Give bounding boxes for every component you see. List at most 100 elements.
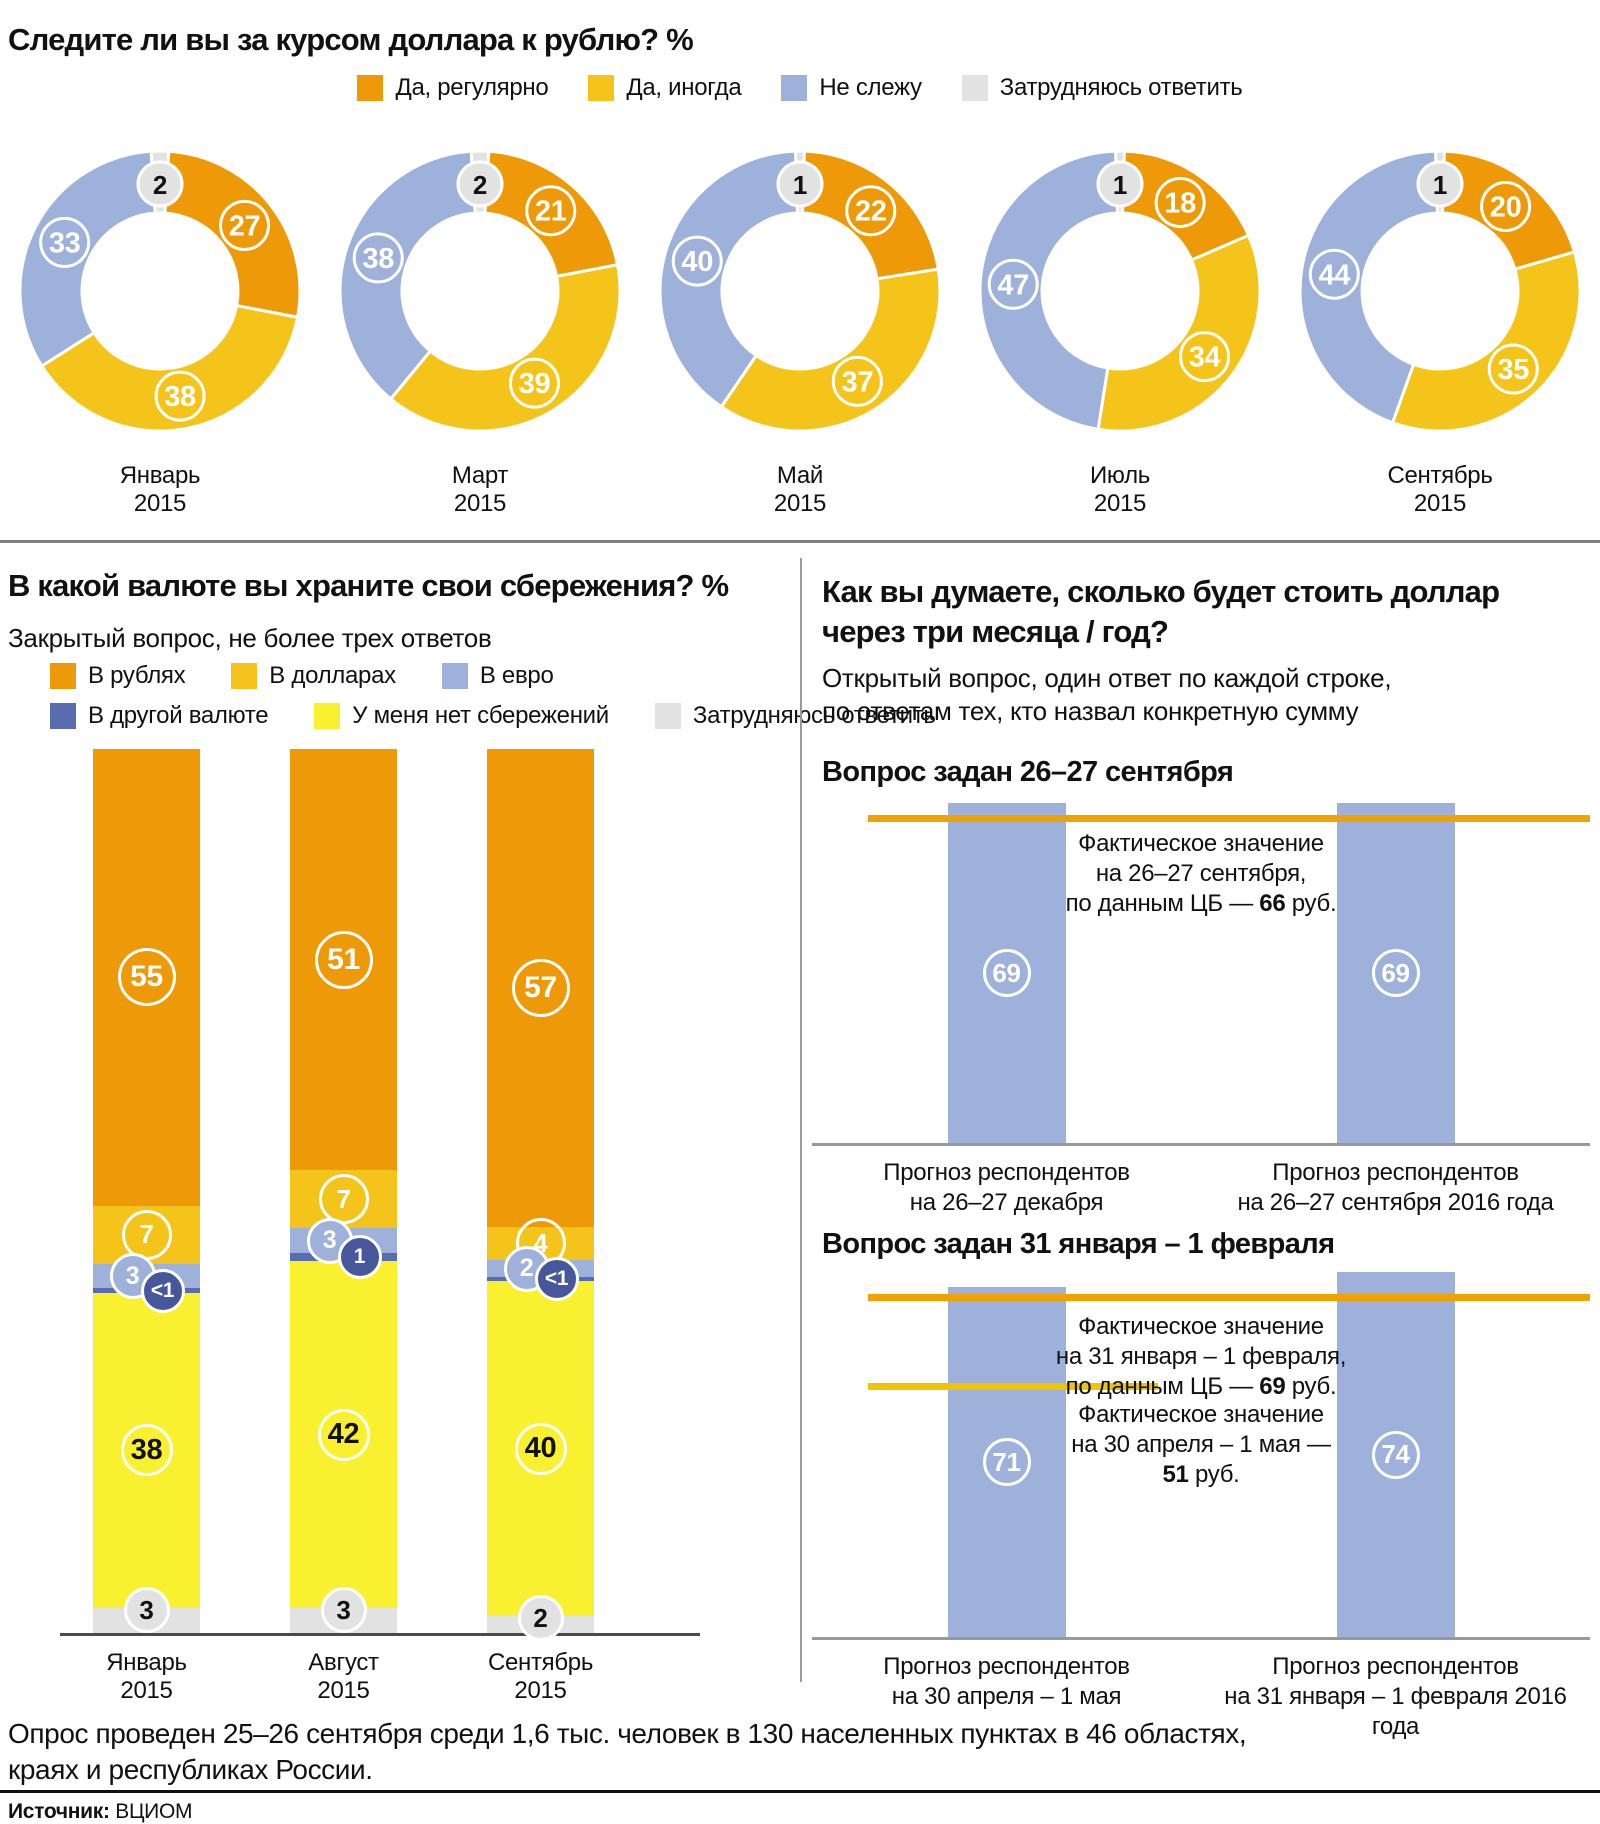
forecast-bar-label: Прогноз респондентов на 31 января – 1 фев… (1201, 1652, 1590, 1742)
annotation-line: на 30 апреля – 1 мая — (1071, 1431, 1331, 1458)
value-circle-icon (154, 370, 206, 422)
donut-slice (483, 149, 620, 278)
month-year: 2015 (453, 490, 507, 517)
savings-legend: В рублях В долларах В евро В другой валюте У… (50, 662, 936, 730)
savings-legend-row: В рублях В долларах В евро (50, 662, 936, 690)
donut-chart: 20 35 44 1 Сентябрь 2015 (1280, 146, 1600, 518)
legend-label: В рублях (88, 662, 186, 689)
annotation-text: по данным ЦБ — (1065, 890, 1260, 917)
reference-line (868, 1383, 1158, 1390)
donut-slice (163, 149, 302, 319)
forecast-bar: 71 (947, 1287, 1066, 1637)
donut-slice (658, 149, 800, 409)
reference-line (868, 815, 1590, 822)
value-circle-icon (1480, 180, 1532, 232)
source: Источник: ВЦИОМ (8, 1800, 193, 1824)
source-label: Источник: (8, 1800, 110, 1823)
forecast-bar: 69 (1336, 803, 1455, 1143)
donut-slice (1298, 149, 1440, 425)
bar-value-label: 69 (1371, 949, 1420, 997)
annotation-line: Фактическое значение (1078, 1401, 1324, 1428)
value-circle-icon (1096, 160, 1144, 208)
slice-value-label: 2 (473, 170, 487, 200)
reference-line (868, 1294, 1590, 1301)
label-line: на 26–27 сентября 2016 года (1237, 1189, 1554, 1216)
label-line: на 31 января – 1 февраля 2016 года (1224, 1683, 1567, 1740)
category-label: Январь 2015 (93, 1649, 200, 1705)
legend-item: Затрудняюсь ответить (654, 702, 936, 730)
legend-item: В другой валюте (50, 702, 269, 730)
forecast-q1-heading: Вопрос задан 26–27 сентября (822, 756, 1234, 788)
slice-value-label: 22 (855, 196, 887, 228)
value-circle-icon (776, 160, 824, 208)
savings-legend-row: В другой валюте У меня нет сбережений Затр… (50, 702, 936, 730)
annotation-line: по данным ЦБ — 69 руб. (983, 1372, 1419, 1402)
legend-swatch-icon (961, 75, 988, 101)
month-year: 2015 (133, 490, 187, 517)
segment-value-label: <1 (534, 1257, 579, 1301)
stacked-bars: 55 7 3 <1 38 3 Январь 2015 51 7 3 1 42 3 Август 2015 57 4… (60, 749, 700, 1705)
legend-item: Да, регулярно (357, 74, 549, 102)
donut-slice (978, 149, 1120, 431)
forecast-column: 69 (812, 803, 1201, 1143)
slice-value-label: 2 (153, 170, 167, 200)
stacked-bar: 51 7 3 1 42 3 (290, 749, 397, 1634)
stacked-column: 55 7 3 <1 38 3 Январь 2015 (93, 749, 290, 1705)
savings-title: В какой валюте вы храните свои сбережени… (8, 568, 729, 603)
vertical-divider (800, 558, 802, 1682)
survey-note-line2: краях и республиках России. (8, 1754, 373, 1785)
forecast-chart-2: 71 74 Фактическое значение на 31 января – 1… (812, 1272, 1590, 1740)
month-name: Январь (119, 462, 201, 489)
category-year: 2015 (317, 1677, 370, 1704)
month-name: Сентябрь (1387, 462, 1493, 489)
bar-value-label: 71 (982, 1438, 1031, 1486)
label-line: Прогноз респондентов (883, 1159, 1130, 1186)
annotation-line: 51 руб. (983, 1460, 1419, 1490)
value-circle-icon (525, 185, 577, 237)
stacked-column: 57 4 2 <1 40 2 Сентябрь 2015 (487, 749, 684, 1705)
legend-item: В долларах (231, 662, 396, 690)
axis-line (812, 1143, 1590, 1146)
segment-value-label: 2 (517, 1595, 564, 1642)
slice-value-label: 38 (164, 381, 196, 413)
savings-subtitle: Закрытый вопрос, не более трех ответов (8, 623, 492, 653)
section-divider (0, 540, 1600, 543)
annotation-line: по данным ЦБ — 66 руб. (983, 889, 1419, 919)
segment-value-label: 3 (123, 1587, 170, 1634)
segment-value-label: 7 (121, 1209, 172, 1260)
segment-value-label: 55 (117, 948, 176, 1007)
slice-value-label: 40 (681, 246, 713, 278)
segment-value-label: 1 (337, 1235, 382, 1280)
forecast-labels: Прогноз респондентов на 26–27 декабря Прог… (812, 1158, 1590, 1218)
value-circle-icon (671, 235, 723, 287)
savings-stacked-chart: 55 7 3 <1 38 3 Январь 2015 51 7 3 1 42 3 Август 2015 57 4… (60, 749, 700, 1705)
category-year: 2015 (120, 1677, 173, 1704)
slice-value-label: 27 (229, 210, 261, 242)
slice-value-label: 37 (841, 366, 873, 398)
axis-line (60, 1633, 700, 1636)
month-year: 2015 (773, 490, 827, 517)
month-name: Май (776, 462, 824, 489)
follow-donut-charts: 27 38 33 2 Январь 2015 21 39 38 2 Март 2015 22 37 40 1 М… (0, 146, 1600, 518)
legend-label: В долларах (269, 662, 396, 689)
reference-annotation: Фактическое значение на 31 января – 1 фев… (983, 1312, 1419, 1402)
donut-slice (389, 263, 622, 433)
annotation-line: на 26–27 сентября, (1095, 860, 1307, 887)
label-line: Прогноз респондентов (883, 1653, 1130, 1680)
slice-value-label: 44 (1318, 259, 1350, 291)
donut-slice (1391, 250, 1582, 433)
donut-slice (18, 149, 157, 368)
forecast-title: Как вы думаете, сколько будет стоить дол… (822, 574, 1500, 649)
segment-value-label: 57 (511, 958, 570, 1017)
forecast-column: 71 (812, 1272, 1201, 1637)
slice-value-label: 33 (49, 227, 81, 259)
donut-svg: 20 35 44 1 (1298, 149, 1582, 433)
legend-swatch-icon (357, 75, 384, 101)
legend-label: Затрудняюсь ответить (999, 74, 1243, 101)
month-year: 2015 (1093, 490, 1147, 517)
segment-value-label: 42 (317, 1408, 370, 1461)
donut-svg: 27 38 33 2 (18, 149, 302, 433)
donut-chart: 22 37 40 1 Май 2015 (640, 146, 960, 518)
follow-legend: Да, регулярно Да, иногда Не слежу Затрудняю… (0, 74, 1600, 102)
donut-chart: 18 34 47 1 Июль 2015 (960, 146, 1280, 518)
